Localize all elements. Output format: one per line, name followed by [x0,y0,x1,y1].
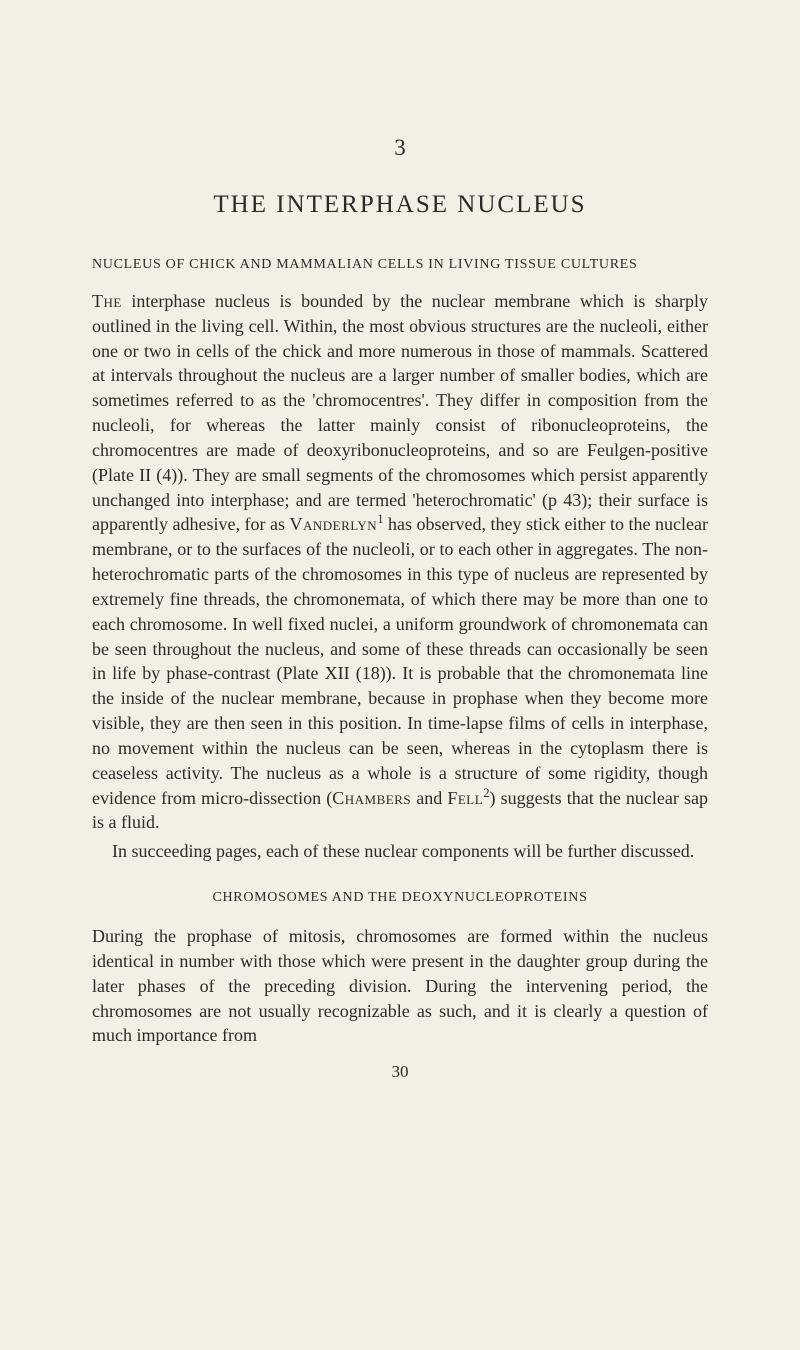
para1-lead: The [92,291,122,311]
author-chambers: Chambers [332,788,411,808]
chapter-number: 3 [92,135,708,161]
para1-text-c: and [411,788,447,808]
page-container: 3 THE INTERPHASE NUCLEUS NUCLEUS OF CHIC… [0,0,800,1142]
para1-text-b: has observed, they stick either to the n… [92,514,708,807]
author-vanderlyn: Vanderlyn [289,514,377,534]
page-number: 30 [92,1062,708,1082]
paragraph-3: During the prophase of mitosis, chromoso… [92,924,708,1048]
para1-text-a: interphase nucleus is bounded by the nuc… [92,291,708,534]
sub-heading: CHROMOSOMES AND THE DEOXYNUCLEOPROTEINS [92,890,708,906]
author-fell: Fell [447,788,483,808]
chapter-title: THE INTERPHASE NUCLEUS [92,191,708,219]
paragraph-2: In succeeding pages, each of these nucle… [92,839,708,864]
paragraph-1: The interphase nucleus is bounded by the… [92,289,708,835]
section-heading: NUCLEUS OF CHICK AND MAMMALIAN CELLS IN … [92,257,708,273]
